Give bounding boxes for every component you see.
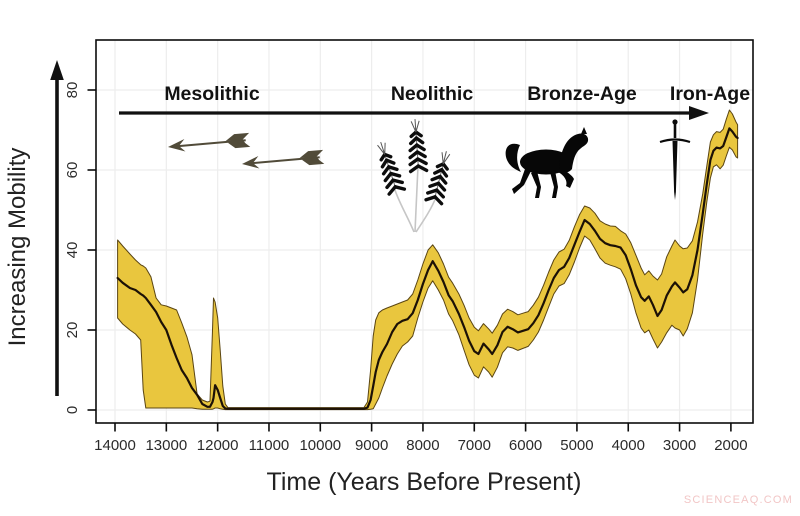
mean-mobility-line — [116, 127, 739, 410]
x-tick-label: 3000 — [663, 437, 696, 454]
period-label-iron-age: Iron-Age — [670, 83, 750, 105]
uncertainty-band — [117, 109, 739, 411]
y-tick-label: 20 — [64, 322, 81, 339]
period-label-bronze-age: Bronze-Age — [527, 83, 637, 105]
x-axis-title: Time (Years Before Present) — [267, 468, 582, 496]
x-tick-label: 4000 — [612, 437, 645, 454]
period-label-neolithic: Neolithic — [391, 83, 473, 105]
x-tick-label: 5000 — [560, 437, 593, 454]
y-tick-label: 0 — [64, 406, 81, 414]
horse-icon — [505, 127, 589, 198]
flint-arrows-icon — [168, 132, 325, 169]
x-tick-label: 14000 — [94, 437, 136, 454]
x-tick-label: 11000 — [249, 437, 290, 454]
x-tick-label: 2000 — [714, 437, 747, 454]
x-tick-label: 9000 — [355, 437, 388, 454]
x-tick-label: 7000 — [458, 437, 491, 454]
y-axis-title: Increasing Mobility — [4, 148, 31, 347]
data-series-layer — [116, 109, 739, 411]
timeline-arrow-icon — [119, 106, 709, 120]
sword-icon — [659, 119, 691, 200]
period-label-mesolithic: Mesolithic — [164, 83, 260, 105]
x-tick-label: 12000 — [197, 437, 239, 454]
watermark-text: SCIENCEAQ.COM — [684, 494, 793, 506]
axis-ticks — [87, 89, 732, 432]
y-tick-label: 60 — [64, 162, 81, 179]
wheat-icon — [371, 116, 456, 233]
x-tick-label: 8000 — [406, 437, 439, 454]
axis-tick-labels: 14000 13000 12000 11000 10000 9000 8000 7000 600… — [64, 82, 748, 454]
x-tick-label: 10000 — [299, 437, 341, 454]
x-tick-label: 13000 — [145, 437, 187, 454]
plot-border — [95, 39, 754, 424]
x-tick-label: 6000 — [509, 437, 542, 454]
increasing-mobility-arrow-icon — [50, 60, 64, 396]
y-tick-label: 80 — [64, 82, 81, 99]
y-tick-label: 40 — [64, 242, 81, 259]
